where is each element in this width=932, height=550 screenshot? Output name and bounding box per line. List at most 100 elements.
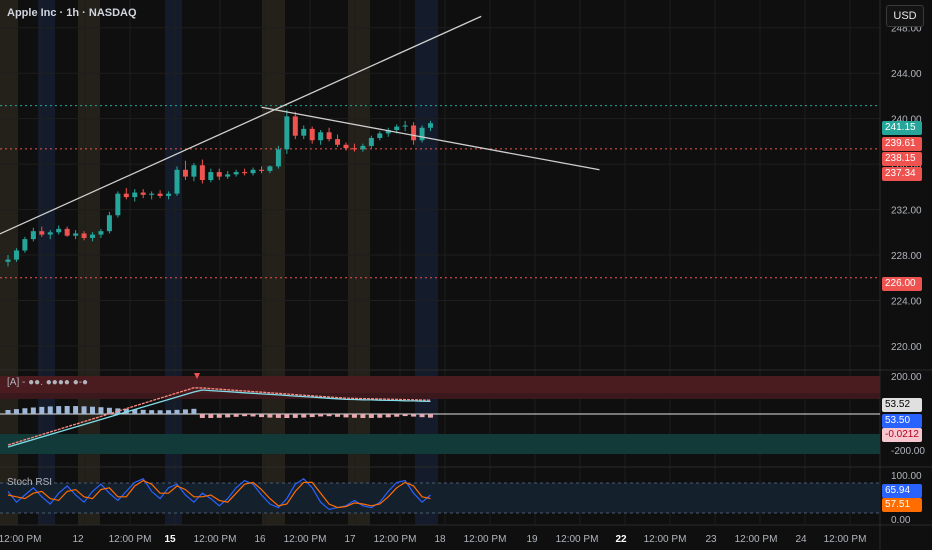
indicator1-label: [A] - ●●. ●●●● ●-●	[7, 377, 89, 388]
price-tick-label: 232.00	[891, 206, 922, 217]
indicator1-tick-label: 200.00	[891, 372, 922, 383]
candle-body	[377, 133, 383, 138]
histogram-bar	[166, 410, 172, 414]
histogram-bar	[411, 414, 417, 417]
price-tick-label: 224.00	[891, 296, 922, 307]
time-axis-label: 12:00 PM	[644, 534, 687, 545]
histogram-bar	[216, 414, 222, 418]
candle-body	[182, 169, 188, 177]
candle-body	[318, 132, 324, 141]
stoch-badge: 57.51	[882, 498, 922, 512]
time-axis-label: 12	[72, 534, 84, 545]
overbought-zone	[0, 393, 880, 399]
time-axis-label: 17	[344, 534, 356, 545]
histogram-bar	[275, 414, 281, 418]
time-axis-label: 19	[526, 534, 538, 545]
histogram-bar	[199, 414, 205, 418]
histogram-bar	[90, 406, 95, 414]
histogram-bar	[225, 414, 231, 418]
symbol-title[interactable]: Apple Inc · 1h · NASDAQ	[7, 7, 137, 19]
candle-body	[225, 174, 231, 177]
candle-body	[394, 126, 400, 131]
stoch-tick-label: 0.00	[891, 515, 911, 526]
overbought-zone	[0, 376, 880, 393]
trendline-descending	[261, 106, 600, 171]
histogram-bar	[47, 406, 53, 414]
candle-body	[47, 232, 53, 235]
price-tick-label: 220.00	[891, 342, 922, 353]
histogram-bar	[242, 414, 248, 417]
time-axis-label: 23	[705, 534, 717, 545]
signal-line	[7, 389, 431, 448]
histogram-bar	[64, 405, 70, 414]
trendline-ascending	[0, 15, 482, 235]
histogram-bar	[106, 407, 112, 414]
candle-body	[149, 193, 155, 195]
candle-body	[157, 193, 163, 196]
histogram-bar	[326, 414, 332, 417]
candle-body	[123, 193, 129, 198]
candle-body	[64, 228, 70, 236]
time-axis-label: 12:00 PM	[0, 534, 41, 545]
candle-body	[343, 144, 349, 149]
time-axis-label: 12:00 PM	[824, 534, 867, 545]
indicator1-tick-label: -200.00	[891, 446, 925, 457]
candle-body	[259, 169, 264, 171]
candle-body	[81, 233, 87, 238]
time-axis-label: 18	[434, 534, 446, 545]
candle-body	[419, 127, 425, 141]
histogram-bar	[208, 414, 214, 418]
time-axis-label: 12:00 PM	[556, 534, 599, 545]
histogram-bar	[351, 414, 357, 418]
indicator1-badge: 53.52	[882, 398, 922, 412]
stoch-rsi-label: Stoch RSI	[7, 477, 53, 488]
time-axis-label: 24	[795, 534, 807, 545]
candle-body	[250, 169, 256, 174]
histogram-bar	[385, 414, 391, 418]
candle-body	[242, 172, 248, 174]
candle-body	[208, 172, 214, 181]
price-tick-label: 244.00	[891, 69, 922, 80]
histogram-bar	[56, 406, 62, 414]
candle-body	[309, 128, 315, 141]
price-badge: 226.00	[882, 277, 922, 291]
histogram-bar	[284, 414, 290, 418]
candle-body	[22, 239, 28, 251]
histogram-bar	[73, 406, 79, 414]
candle-body	[233, 172, 239, 175]
histogram-bar	[191, 408, 197, 414]
candle-body	[292, 116, 298, 136]
candle-body	[106, 215, 112, 232]
candle-body	[360, 145, 366, 150]
candle-body	[411, 125, 417, 141]
candle-body	[385, 130, 391, 134]
time-axis-label: 12:00 PM	[284, 534, 327, 545]
histogram-bar	[419, 414, 425, 418]
histogram-bar	[5, 410, 11, 414]
currency-button[interactable]: USD	[886, 5, 924, 27]
histogram-bar	[182, 409, 188, 414]
histogram-bar	[22, 408, 28, 414]
candle-body	[428, 123, 433, 128]
candle-body	[13, 250, 19, 260]
oversold-zone	[0, 434, 880, 454]
candle-body	[275, 149, 281, 167]
histogram-bar	[30, 407, 36, 414]
histogram-bar	[81, 406, 87, 414]
histogram-bar	[233, 414, 239, 417]
histogram-bar	[13, 409, 19, 414]
candle-body	[402, 125, 408, 127]
candle-body	[166, 193, 172, 196]
candle-body	[174, 169, 180, 194]
histogram-bar	[157, 410, 163, 414]
price-tick-label: 228.00	[891, 251, 922, 262]
time-axis-label: 15	[164, 534, 176, 545]
histogram-bar	[132, 409, 138, 414]
time-axis-label: 12:00 PM	[194, 534, 237, 545]
histogram-bar	[140, 409, 146, 414]
candle-body	[30, 231, 36, 240]
candle-body	[5, 259, 11, 262]
stoch-badge: 65.94	[882, 484, 922, 498]
candle-body	[39, 231, 45, 235]
